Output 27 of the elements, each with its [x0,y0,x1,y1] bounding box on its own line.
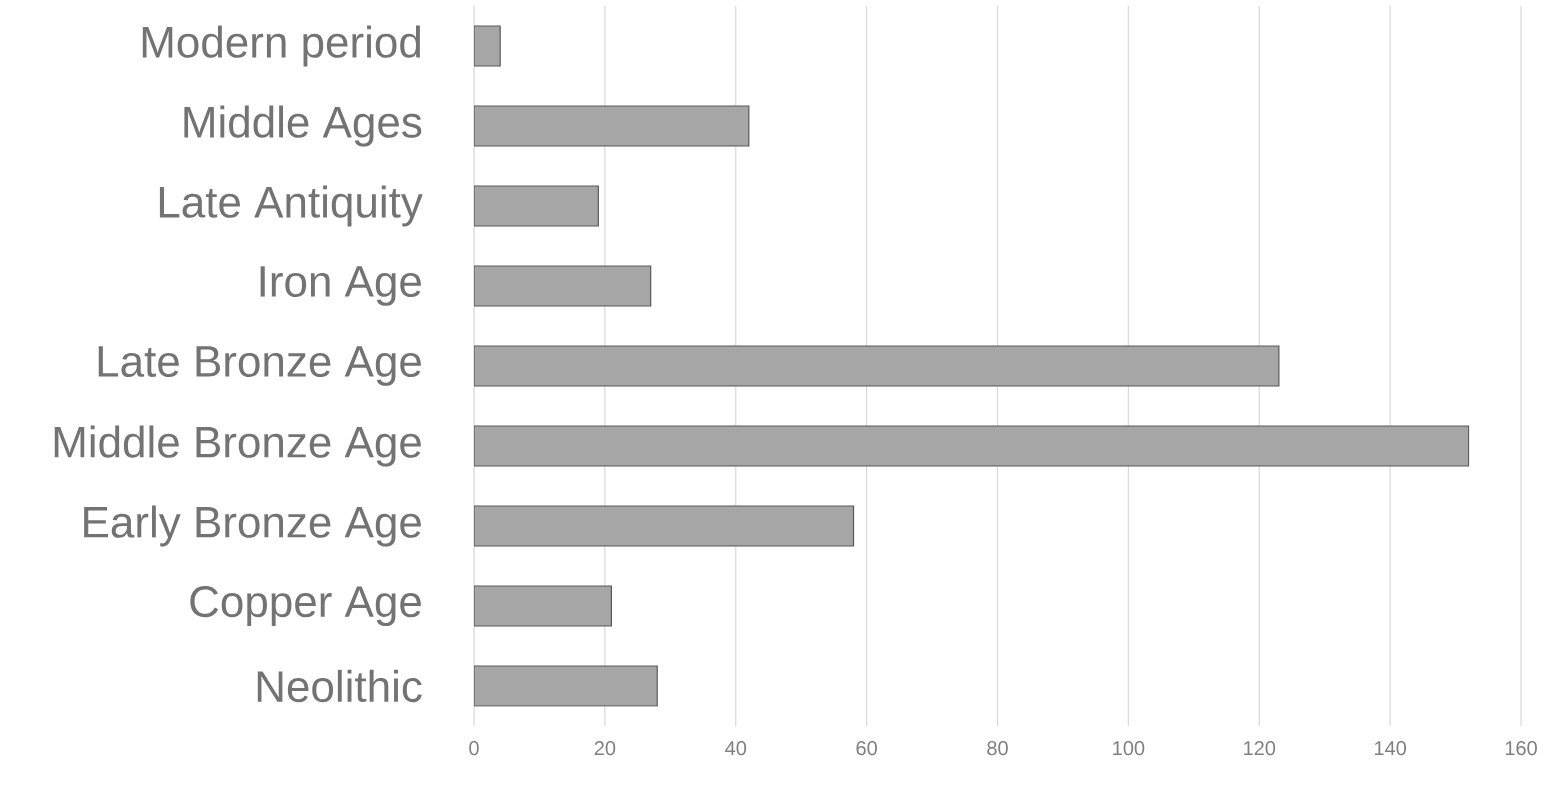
bar [474,265,652,307]
y-tick-label: Late Antiquity [159,185,423,227]
y-tick-label: Middle Ages [184,105,422,147]
bar [474,105,750,147]
y-tick-label: Copper Age [190,586,421,626]
y-tick-label: Neolithic [257,669,422,703]
x-tick-label: 80 [987,741,1008,756]
bar [474,185,599,227]
bar [474,505,855,547]
y-tick-label: Modern period [142,25,421,67]
x-tick-label: 160 [1505,741,1537,756]
x-tick-label: 40 [725,741,747,756]
bar [474,585,613,627]
x-tick-label: 140 [1374,741,1407,756]
x-tick-label: 60 [856,741,877,756]
x-tick-label: 20 [594,741,616,756]
y-tick-label: Late Bronze Age [98,346,421,386]
y-tick-label: Middle Bronze Age [54,425,421,467]
bar [474,425,1470,467]
bar [474,25,501,67]
bar [474,345,1280,387]
x-tick-label: 120 [1244,741,1276,756]
x-tick-label: 0 [469,741,479,756]
x-tick-label: 100 [1113,741,1145,756]
y-tick-label: Iron Age [260,266,421,306]
y-tick-label: Early Bronze Age [84,505,421,547]
bar [474,665,658,707]
